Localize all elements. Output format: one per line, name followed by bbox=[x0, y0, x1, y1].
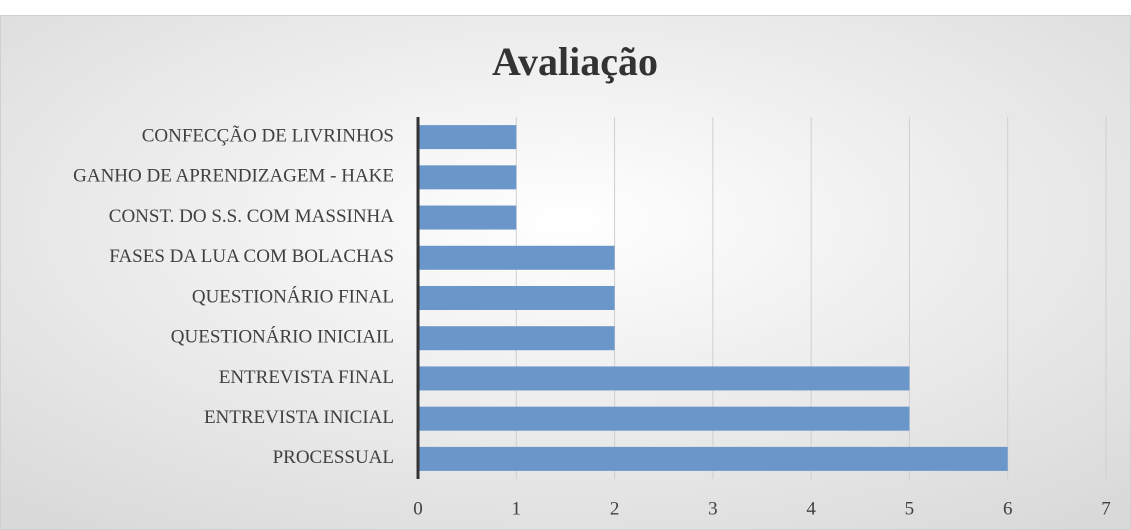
bar bbox=[418, 326, 615, 351]
bar bbox=[418, 125, 517, 150]
bar bbox=[418, 446, 1008, 471]
y-tick-label: CONST. DO S.S. COM MASSINHA bbox=[109, 206, 395, 227]
bar bbox=[418, 366, 910, 391]
x-tick-label: 1 bbox=[512, 498, 522, 519]
chart-background bbox=[0, 15, 1131, 530]
y-tick-label: ENTREVISTA INICIAL bbox=[204, 407, 394, 428]
bar bbox=[418, 406, 910, 431]
x-tick-label: 0 bbox=[413, 498, 423, 519]
x-tick-label: 2 bbox=[610, 498, 620, 519]
x-tick-label: 3 bbox=[708, 498, 718, 519]
bar bbox=[418, 245, 615, 270]
y-tick-label: ENTREVISTA FINAL bbox=[219, 367, 394, 388]
x-tick-label: 4 bbox=[806, 498, 816, 519]
y-tick-label: QUESTIONÁRIO INICIAIL bbox=[171, 326, 394, 348]
bar bbox=[418, 286, 615, 310]
bar bbox=[418, 165, 517, 190]
x-tick-label: 5 bbox=[905, 498, 915, 519]
bars bbox=[418, 125, 1008, 471]
y-tick-label: PROCESSUAL bbox=[273, 447, 394, 468]
y-tick-label: FASES DA LUA COM BOLACHAS bbox=[109, 246, 394, 267]
bar bbox=[418, 205, 517, 230]
y-tick-label: CONFECÇÃO DE LIVRINHOS bbox=[142, 124, 394, 146]
x-tick-label: 7 bbox=[1101, 498, 1111, 519]
chart-title: Avaliação bbox=[492, 39, 658, 84]
y-tick-label: GANHO DE APRENDIZAGEM - HAKE bbox=[73, 166, 394, 187]
x-tick-label: 6 bbox=[1003, 498, 1013, 519]
y-tick-label: QUESTIONÁRIO FINAL bbox=[192, 285, 394, 307]
